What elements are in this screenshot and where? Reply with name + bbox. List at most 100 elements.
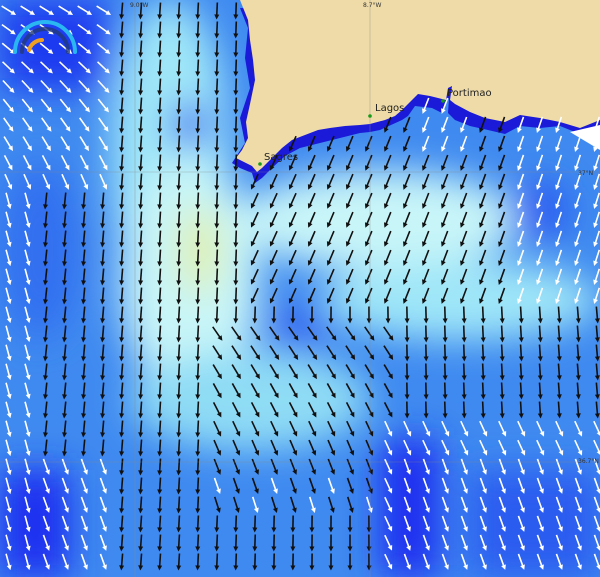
current-arrow	[460, 477, 468, 494]
current-arrow	[345, 268, 354, 285]
current-arrow	[422, 230, 430, 247]
speed-gauge-icon[interactable]	[13, 20, 77, 54]
current-arrow	[81, 268, 87, 286]
current-arrow	[326, 364, 336, 380]
current-arrow	[62, 249, 68, 267]
place-label-lagos[interactable]: Lagos	[375, 103, 404, 114]
current-arrow	[60, 117, 71, 132]
current-arrow	[309, 534, 315, 552]
current-arrow	[157, 458, 163, 476]
current-arrow	[81, 344, 87, 362]
place-label-portimao[interactable]: Portimao	[447, 88, 492, 99]
current-arrow	[307, 268, 316, 285]
current-arrow	[441, 97, 449, 114]
current-arrow	[138, 135, 144, 153]
current-arrow	[326, 383, 336, 399]
current-arrow	[460, 553, 468, 570]
current-arrow	[383, 345, 394, 360]
current-arrow	[100, 192, 106, 210]
current-arrow	[232, 496, 240, 514]
current-arrow	[536, 420, 545, 437]
current-arrow	[460, 211, 468, 228]
current-arrow	[461, 363, 467, 381]
current-arrow	[555, 439, 564, 456]
current-arrow	[326, 135, 335, 152]
current-arrow	[422, 534, 430, 551]
current-arrow	[138, 515, 144, 533]
current-arrow	[384, 553, 393, 570]
current-arrow	[403, 439, 412, 456]
current-arrow	[307, 154, 316, 171]
current-arrow	[5, 268, 12, 286]
current-arrow	[100, 344, 106, 362]
current-arrow	[176, 477, 182, 495]
current-arrow	[138, 97, 144, 115]
current-arrow	[307, 192, 316, 209]
current-arrow	[176, 458, 182, 476]
current-arrow	[62, 439, 68, 457]
current-arrow	[3, 136, 13, 152]
current-arrow	[404, 306, 410, 324]
current-arrow	[119, 382, 125, 400]
current-arrow	[157, 135, 163, 153]
current-arrow	[5, 211, 12, 229]
current-arrow	[536, 496, 544, 513]
current-arrow	[518, 306, 524, 324]
current-arrow	[233, 154, 239, 172]
current-arrow	[176, 344, 182, 362]
current-arrow	[384, 515, 393, 532]
current-arrow	[383, 116, 392, 133]
current-arrow	[138, 287, 144, 305]
current-arrow	[441, 439, 450, 456]
current-arrow	[250, 383, 260, 399]
current-arrow	[574, 249, 582, 267]
current-arrow	[593, 496, 600, 513]
current-arrow	[119, 458, 125, 476]
current-arrow	[555, 534, 563, 551]
current-arrow	[62, 230, 68, 248]
current-arrow	[365, 477, 373, 494]
current-arrow	[138, 534, 144, 552]
current-arrow	[479, 192, 487, 209]
current-arrow	[233, 135, 239, 153]
current-arrow	[157, 515, 163, 533]
current-arrow	[157, 154, 163, 172]
current-arrow	[119, 230, 125, 248]
current-arrow	[326, 326, 337, 341]
current-arrow	[498, 553, 506, 570]
current-arrow	[383, 211, 392, 228]
current-arrow	[536, 249, 544, 266]
current-arrow	[250, 230, 259, 247]
current-arrow	[307, 135, 316, 152]
current-arrow	[97, 61, 110, 74]
current-arrow	[100, 420, 106, 438]
current-arrow	[498, 116, 506, 133]
current-arrow	[42, 458, 50, 475]
current-arrow	[480, 382, 486, 400]
current-arrow	[40, 98, 52, 113]
current-arrow	[517, 249, 525, 266]
current-arrow	[307, 345, 318, 360]
current-arrow	[157, 477, 163, 495]
current-arrow	[81, 249, 87, 267]
current-arrow	[81, 230, 87, 248]
current-arrow	[231, 401, 241, 418]
current-arrow	[100, 401, 106, 419]
current-arrow	[384, 439, 393, 456]
current-arrow	[233, 515, 239, 533]
current-arrow	[41, 136, 51, 152]
current-arrow	[593, 230, 600, 248]
current-arrow	[79, 154, 89, 171]
current-arrow	[593, 211, 600, 229]
current-arrow	[498, 154, 506, 171]
current-arrow	[119, 477, 125, 495]
current-arrow	[43, 439, 49, 457]
current-arrow	[555, 154, 563, 172]
place-label-sagres[interactable]: Sagres	[264, 152, 298, 163]
current-arrow	[479, 230, 487, 247]
current-arrow	[288, 211, 297, 228]
current-arrow	[574, 458, 582, 475]
current-arrow	[42, 173, 51, 190]
